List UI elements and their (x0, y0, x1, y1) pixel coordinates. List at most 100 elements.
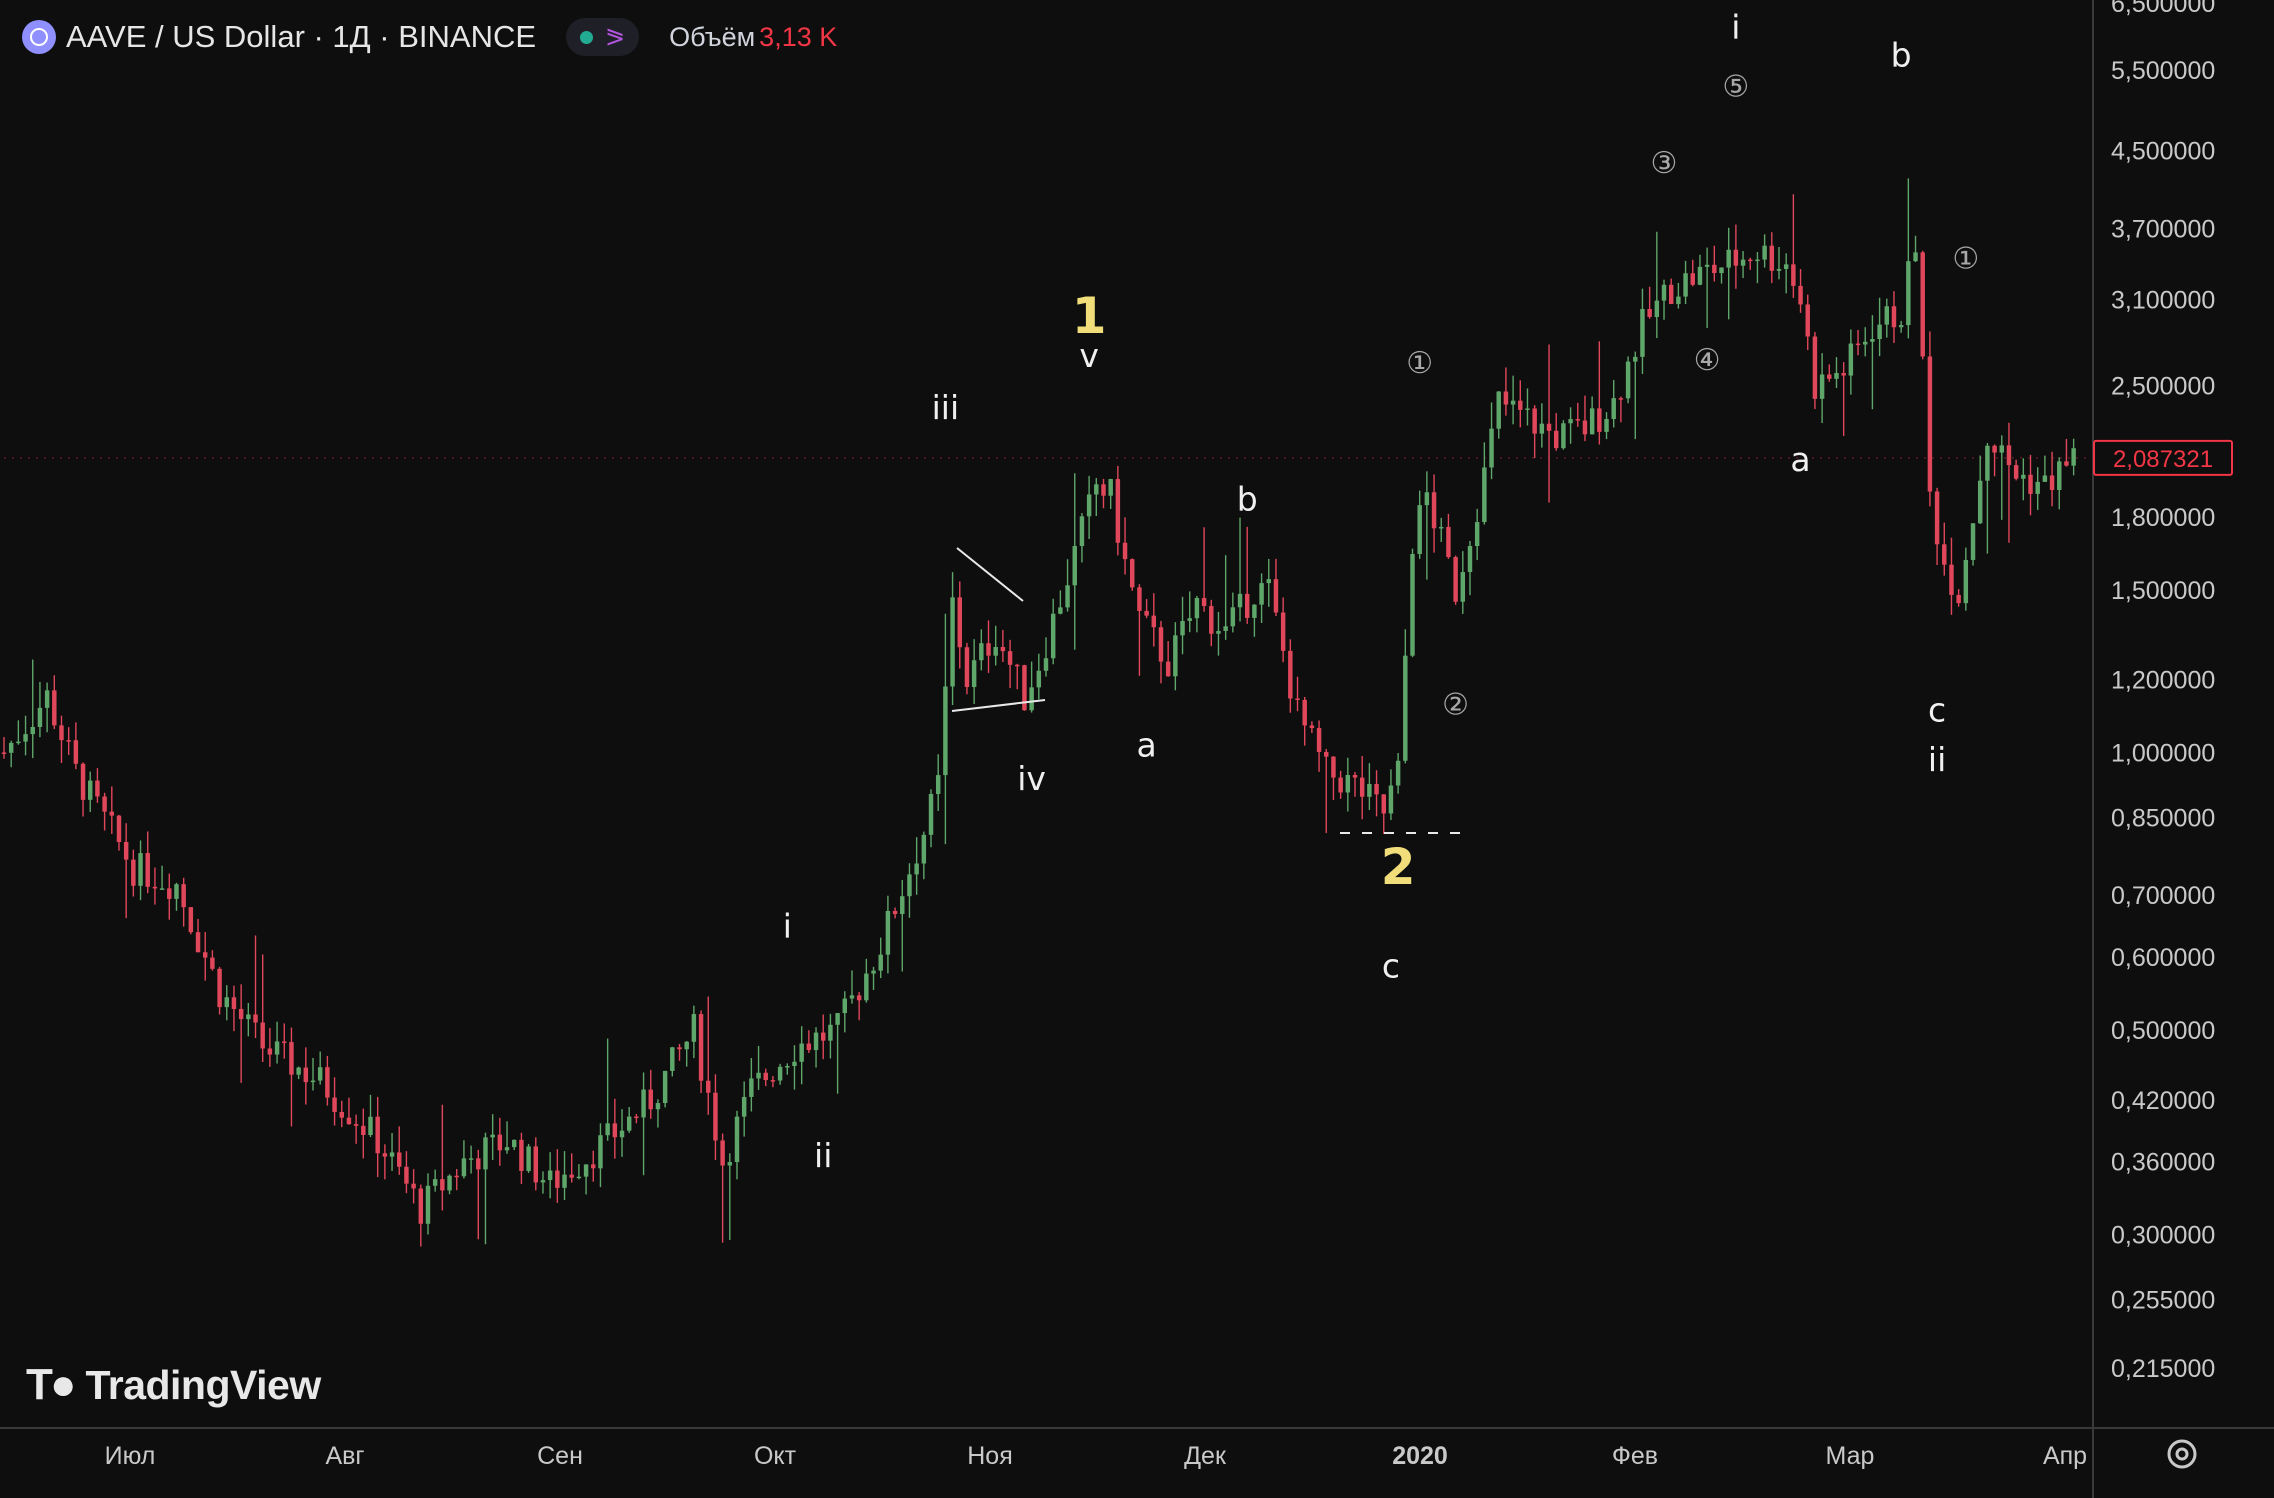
candle-body (282, 1041, 287, 1043)
candle-body (310, 1080, 316, 1083)
wave-label: i (1731, 7, 1740, 46)
price-axis[interactable]: 6,500000 5,500000 4,500000 3,700000 3,100000… (2111, 0, 2215, 1383)
candle-body (1704, 264, 1710, 267)
candle-body (1345, 775, 1351, 793)
candle-body (1295, 698, 1300, 701)
candle-body (8, 742, 14, 753)
candle-body (1007, 651, 1013, 665)
last-price-label: 2,087321 (2113, 446, 2213, 473)
wave-label: c (1928, 691, 1946, 730)
candle-body (1374, 783, 1379, 795)
candle-body (1467, 546, 1473, 573)
settings-gear-icon[interactable] (2167, 1439, 2197, 1469)
candle-body (2071, 448, 2076, 466)
status-pill[interactable]: ⪖ (566, 18, 640, 56)
candle-body (1999, 445, 2004, 453)
candle-body (1719, 267, 1724, 274)
candle-body (921, 834, 927, 864)
candle-body (432, 1179, 438, 1186)
candle-body (511, 1139, 517, 1148)
price-tick-label: 1,500000 (2111, 577, 2215, 605)
candle-body (583, 1164, 589, 1177)
candle-body (2049, 475, 2055, 491)
symbol-title[interactable]: AAVE / US Dollar · 1Д · BINANCE (66, 19, 537, 54)
candle-body (1862, 341, 1868, 345)
tradingview-logo[interactable]: T● TradingView (26, 1360, 321, 1410)
candle-body (1252, 604, 1257, 618)
candle-body (1697, 266, 1703, 285)
candle-body (957, 597, 962, 648)
candle-body (145, 853, 150, 887)
price-tick-label: 3,100000 (2111, 286, 2215, 314)
candle-body (1791, 264, 1796, 286)
candle-body (1158, 627, 1164, 662)
candle-body (1618, 398, 1624, 400)
candle-body (547, 1170, 553, 1181)
candle-body (231, 997, 237, 1009)
candle-body (1755, 259, 1760, 262)
wave-label: iii (932, 388, 960, 427)
wave-label: b (1237, 480, 1258, 519)
candle-body (1101, 484, 1106, 496)
candle-body (986, 643, 991, 656)
candle-body (1316, 728, 1322, 752)
candle-body (1482, 467, 1487, 523)
candle-body (900, 896, 905, 915)
wave-label: ii (1928, 740, 1946, 779)
candle-body (1848, 343, 1854, 376)
price-tick-label: 0,215000 (2111, 1355, 2215, 1383)
candle-body (152, 886, 158, 889)
candle-body (885, 910, 891, 955)
candle-body (1130, 559, 1135, 588)
candle-body (1072, 545, 1077, 586)
candle-body (540, 1180, 546, 1183)
candle-body (1288, 650, 1293, 699)
candle-body (1977, 480, 1983, 524)
volume-indicator[interactable]: Объём 3,13 K (669, 22, 837, 53)
candle-body (195, 932, 201, 953)
candle-body (1927, 356, 1933, 492)
candle-body (612, 1123, 618, 1138)
candle-body (1431, 492, 1437, 529)
candle-body (1223, 626, 1228, 631)
candle-body (1841, 373, 1846, 376)
candle-body (1654, 300, 1660, 317)
candle-body (375, 1116, 380, 1154)
candle-body (1942, 544, 1947, 565)
candle-body (1165, 661, 1171, 677)
candle-body (238, 1008, 244, 1020)
candle-body (785, 1066, 790, 1068)
candle-body (1079, 516, 1085, 546)
candle-body (1381, 794, 1386, 814)
candle-body (1532, 408, 1537, 434)
candle-body (253, 1014, 258, 1023)
candle-body (468, 1158, 474, 1160)
candle-body (1496, 391, 1501, 429)
candle-body (2042, 475, 2048, 482)
candle-body (1173, 635, 1178, 677)
candle-body (339, 1111, 344, 1118)
triangle-lower-line (951, 699, 1046, 712)
candle-body (1834, 373, 1839, 379)
candle-body (88, 780, 93, 800)
candle-body (1733, 249, 1739, 266)
price-tick-label: 0,300000 (2111, 1221, 2215, 1249)
candle-body (1647, 308, 1652, 317)
candle-body (1683, 273, 1688, 297)
candle-body (1058, 607, 1063, 614)
candle-body (1403, 655, 1408, 761)
time-tick-label: Дек (1184, 1442, 1227, 1470)
candle-body (1151, 615, 1157, 628)
candle-body (1259, 583, 1264, 605)
candle-body (1388, 785, 1394, 814)
candle-body (1302, 699, 1307, 726)
candle-body (1712, 264, 1717, 274)
candle-body (325, 1067, 330, 1098)
candle-body (289, 1042, 294, 1075)
candle-body (1762, 245, 1767, 260)
candle-body (950, 597, 955, 687)
candle-body (770, 1080, 776, 1082)
time-axis[interactable]: Июл Авг Сен Окт Ноя Дек 2020 Фев Мар Апр (105, 1442, 2087, 1470)
candle-body (2064, 461, 2069, 466)
